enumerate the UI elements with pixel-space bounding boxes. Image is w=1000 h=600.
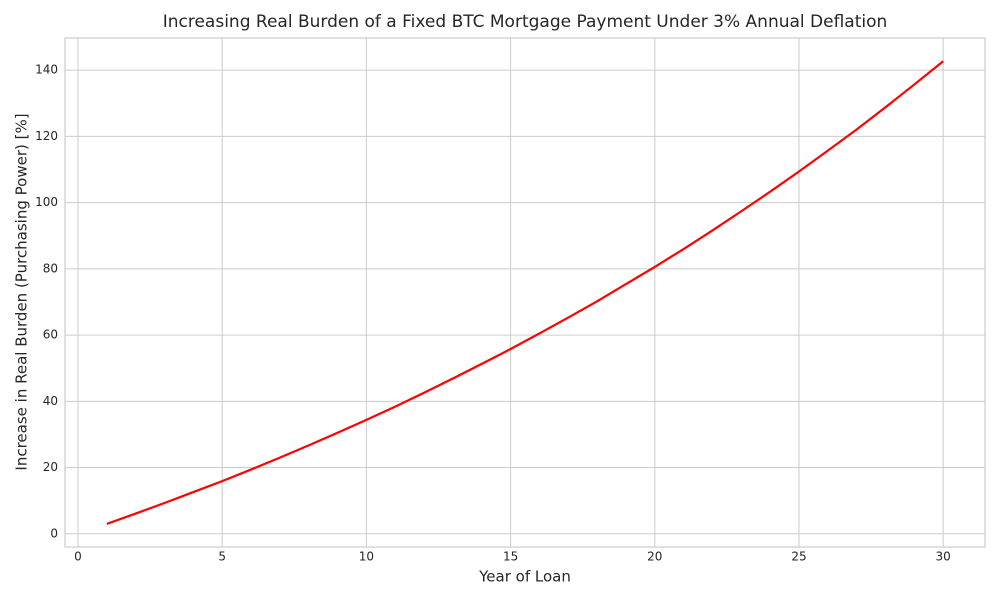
y-tick-label: 100 bbox=[35, 195, 58, 209]
x-tick-label: 15 bbox=[503, 550, 518, 564]
chart-title: Increasing Real Burden of a Fixed BTC Mo… bbox=[163, 12, 888, 32]
y-tick-label: 140 bbox=[35, 63, 58, 77]
y-axis-label: Increase in Real Burden (Purchasing Powe… bbox=[13, 113, 31, 470]
plot-frame bbox=[64, 37, 986, 548]
data-line bbox=[106, 60, 944, 525]
y-tick-label: 20 bbox=[43, 460, 58, 474]
x-tick-label: 25 bbox=[791, 550, 806, 564]
x-axis-label: Year of Loan bbox=[478, 568, 571, 586]
y-tick-label: 60 bbox=[43, 328, 58, 342]
x-tick-label: 20 bbox=[647, 550, 662, 564]
y-tick-label: 120 bbox=[35, 129, 58, 143]
x-tick-label: 10 bbox=[359, 550, 374, 564]
y-tick-label: 0 bbox=[50, 526, 58, 540]
x-tick-label: 0 bbox=[74, 550, 82, 564]
y-tick-label: 40 bbox=[43, 394, 58, 408]
x-tick-label: 30 bbox=[936, 550, 951, 564]
y-tick-label: 80 bbox=[43, 261, 58, 275]
x-tick-label: 5 bbox=[218, 550, 226, 564]
